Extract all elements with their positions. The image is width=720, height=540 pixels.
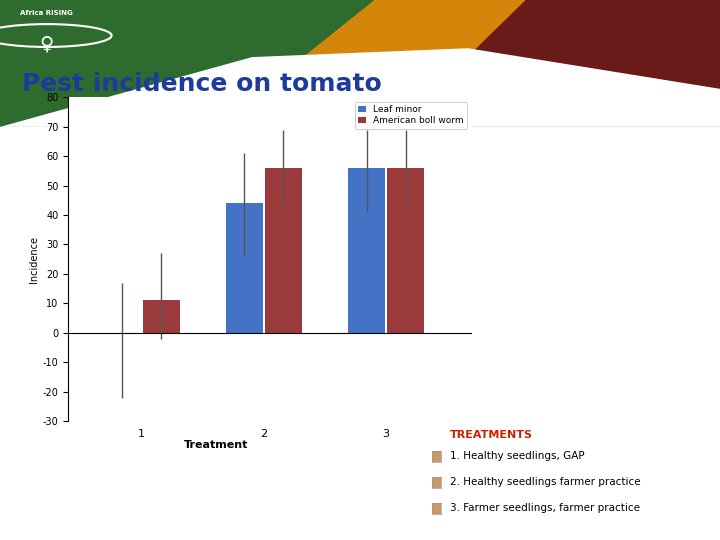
Text: Treatment: Treatment: [184, 441, 248, 450]
Bar: [265, 168, 302, 333]
Text: Africa RISING: Africa RISING: [20, 10, 73, 16]
Text: 3. Farmer seedlings, farmer practice: 3. Farmer seedlings, farmer practice: [450, 503, 640, 513]
Text: Pest incidence on tomato: Pest incidence on tomato: [22, 72, 382, 96]
Text: 1. Healthy seedlings, GAP: 1. Healthy seedlings, GAP: [450, 451, 585, 461]
Bar: [348, 168, 385, 333]
Bar: [387, 168, 424, 333]
Polygon shape: [0, 48, 720, 127]
Polygon shape: [396, 0, 720, 127]
Text: 2. Healthy seedlings farmer practice: 2. Healthy seedlings farmer practice: [450, 477, 641, 487]
Polygon shape: [0, 0, 396, 127]
Y-axis label: Incidence: Incidence: [29, 235, 39, 283]
Circle shape: [0, 24, 112, 47]
Legend: Leaf minor, American boll worm: Leaf minor, American boll worm: [355, 102, 467, 129]
Text: ♀: ♀: [40, 35, 54, 54]
Bar: [226, 203, 263, 333]
Text: TREATMENTS: TREATMENTS: [450, 430, 533, 440]
Bar: [143, 300, 179, 333]
Polygon shape: [216, 0, 576, 127]
